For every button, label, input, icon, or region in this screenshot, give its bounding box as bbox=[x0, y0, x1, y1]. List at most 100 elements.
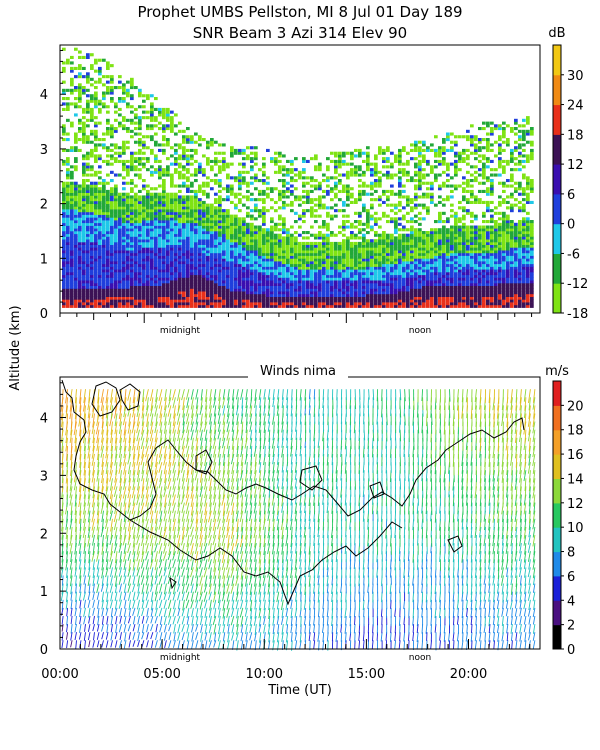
snr-cell bbox=[194, 228, 198, 232]
snr-cell bbox=[274, 225, 278, 229]
snr-cell bbox=[206, 143, 210, 147]
snr-cell bbox=[66, 296, 70, 300]
snr-cell bbox=[298, 258, 302, 262]
snr-cell bbox=[78, 285, 82, 289]
snr-cell bbox=[74, 184, 78, 188]
snr-cell bbox=[350, 252, 354, 256]
snr-cell bbox=[130, 195, 134, 199]
snr-cell bbox=[330, 263, 334, 267]
snr-cell bbox=[410, 231, 414, 235]
snr-cell bbox=[318, 200, 322, 204]
snr-cell bbox=[430, 272, 434, 276]
snr-cell bbox=[294, 244, 298, 248]
snr-cell bbox=[150, 241, 154, 245]
snr-cell bbox=[126, 91, 130, 95]
snr-cell bbox=[94, 94, 98, 98]
snr-cell bbox=[470, 250, 474, 254]
snr-cell bbox=[426, 239, 430, 243]
snr-cell bbox=[130, 121, 134, 125]
snr-cell bbox=[150, 206, 154, 210]
snr-cell bbox=[198, 211, 202, 215]
snr-cell bbox=[122, 127, 126, 131]
snr-cell bbox=[226, 258, 230, 262]
snr-cell bbox=[254, 304, 258, 308]
snr-cell bbox=[274, 157, 278, 161]
snr-cell bbox=[198, 189, 202, 193]
snr-cell bbox=[66, 184, 70, 188]
snr-cell bbox=[378, 261, 382, 265]
snr-cell bbox=[258, 280, 262, 284]
snr-cell bbox=[138, 140, 142, 144]
snr-cell bbox=[426, 302, 430, 306]
snr-cell bbox=[434, 299, 438, 303]
snr-cell bbox=[250, 233, 254, 237]
snr-cell bbox=[142, 116, 146, 120]
snr-cell bbox=[202, 222, 206, 226]
snr-cell bbox=[110, 97, 114, 101]
snr-cell bbox=[398, 302, 402, 306]
snr-cell bbox=[262, 200, 266, 204]
snr-cell bbox=[326, 176, 330, 180]
snr-cell bbox=[298, 255, 302, 259]
snr-cell bbox=[238, 252, 242, 256]
snr-cell bbox=[198, 170, 202, 174]
snr-cell bbox=[310, 269, 314, 273]
snr-cell bbox=[406, 151, 410, 155]
snr-cell bbox=[454, 211, 458, 215]
snr-cell bbox=[318, 266, 322, 270]
snr-cell bbox=[246, 244, 250, 248]
snr-cell bbox=[226, 302, 230, 306]
snr-cell bbox=[402, 296, 406, 300]
snr-cell bbox=[438, 148, 442, 152]
snr-cell bbox=[274, 272, 278, 276]
snr-cell bbox=[390, 176, 394, 180]
snr-cell bbox=[374, 165, 378, 169]
snr-cell bbox=[218, 296, 222, 300]
snr-cell bbox=[118, 113, 122, 117]
snr-cell bbox=[86, 217, 90, 221]
snr-cell bbox=[222, 159, 226, 163]
snr-cell bbox=[74, 148, 78, 152]
snr-cell bbox=[382, 247, 386, 251]
snr-cell bbox=[178, 231, 182, 235]
snr-cell bbox=[446, 285, 450, 289]
snr-cell bbox=[274, 209, 278, 213]
snr-cell bbox=[66, 203, 70, 207]
snr-cell bbox=[114, 244, 118, 248]
snr-cell bbox=[170, 110, 174, 114]
snr-cell bbox=[182, 184, 186, 188]
snr-cell bbox=[70, 69, 74, 73]
snr-cell bbox=[298, 195, 302, 199]
snr-cell bbox=[174, 162, 178, 166]
snr-cell bbox=[226, 176, 230, 180]
snr-cell bbox=[190, 217, 194, 221]
snr-cell bbox=[94, 241, 98, 245]
snr-cell bbox=[94, 181, 98, 185]
snr-cell bbox=[142, 277, 146, 281]
snr-cell bbox=[158, 225, 162, 229]
snr-cell bbox=[354, 170, 358, 174]
snr-cell bbox=[466, 247, 470, 251]
snr-cell bbox=[282, 261, 286, 265]
snr-cell bbox=[458, 159, 462, 163]
snr-cell bbox=[318, 181, 322, 185]
snr-cell bbox=[214, 304, 218, 308]
snr-cell bbox=[414, 184, 418, 188]
snr-cell bbox=[458, 206, 462, 210]
snr-cell bbox=[386, 302, 390, 306]
snr-cell bbox=[62, 97, 66, 101]
snr-cell bbox=[118, 99, 122, 103]
snr-cell bbox=[162, 258, 166, 262]
snr-cell bbox=[438, 217, 442, 221]
snr-cell bbox=[154, 209, 158, 213]
snr-cell bbox=[262, 239, 266, 243]
snr-cell bbox=[446, 198, 450, 202]
snr-cell bbox=[422, 291, 426, 295]
snr-cell bbox=[130, 162, 134, 166]
snr-cell bbox=[82, 187, 86, 191]
snr-cell bbox=[322, 296, 326, 300]
snr-cell bbox=[470, 261, 474, 265]
snr-cell bbox=[94, 304, 98, 308]
snr-cell bbox=[226, 162, 230, 166]
snr-cell bbox=[182, 211, 186, 215]
